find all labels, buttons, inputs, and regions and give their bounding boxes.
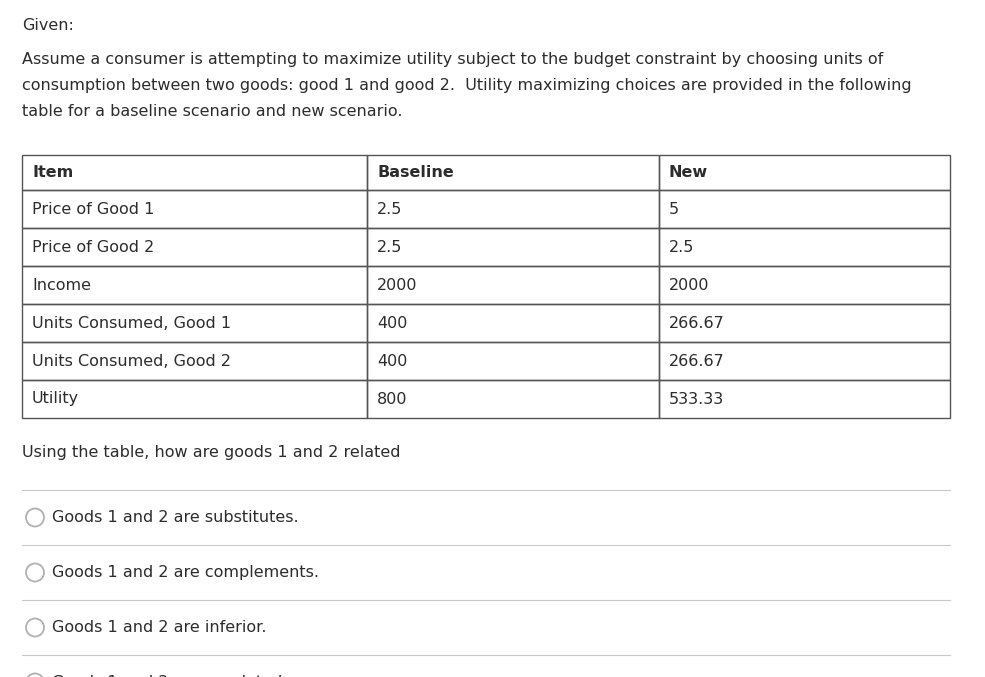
Bar [22,266,367,304]
Bar [22,190,367,228]
Bar [367,190,659,228]
Text: 2000: 2000 [377,278,418,292]
Bar [659,342,950,380]
Text: Units Consumed, Good 2: Units Consumed, Good 2 [32,353,231,368]
Text: 2.5: 2.5 [669,240,694,255]
Bar [22,155,367,190]
Bar [659,266,950,304]
Text: 266.67: 266.67 [669,353,724,368]
Text: Goods 1 and 2 are inferior.: Goods 1 and 2 are inferior. [52,620,267,635]
Bar [659,304,950,342]
Text: Item: Item [32,165,73,180]
Text: Price of Good 2: Price of Good 2 [32,240,155,255]
Text: Price of Good 1: Price of Good 1 [32,202,155,217]
Text: Units Consumed, Good 1: Units Consumed, Good 1 [32,315,231,330]
Bar [659,155,950,190]
Text: 400: 400 [377,353,408,368]
Bar [367,304,659,342]
Text: 2000: 2000 [669,278,709,292]
Bar [22,304,367,342]
Text: Goods 1 and 2 are complements.: Goods 1 and 2 are complements. [52,565,319,580]
Bar [367,266,659,304]
Text: consumption between two goods: good 1 and good 2.  Utility maximizing choices ar: consumption between two goods: good 1 an… [22,78,912,93]
Bar [22,342,367,380]
Text: Given:: Given: [22,18,74,33]
Text: 800: 800 [377,391,408,406]
Bar [659,380,950,418]
Text: 2.5: 2.5 [377,240,403,255]
Bar [659,190,950,228]
Text: Utility: Utility [32,391,79,406]
Bar [22,228,367,266]
Bar [22,380,367,418]
Bar [367,342,659,380]
Text: 5: 5 [669,202,679,217]
Text: Goods 1 and 2 are substitutes.: Goods 1 and 2 are substitutes. [52,510,298,525]
Bar [367,228,659,266]
Text: 2.5: 2.5 [377,202,403,217]
Text: New: New [669,165,708,180]
Text: 266.67: 266.67 [669,315,724,330]
Text: Baseline: Baseline [377,165,454,180]
Text: 533.33: 533.33 [669,391,724,406]
Text: Income: Income [32,278,91,292]
Bar [659,228,950,266]
Text: 400: 400 [377,315,408,330]
Bar [367,155,659,190]
Text: Goods 1 and 2 are unrelated.: Goods 1 and 2 are unrelated. [52,675,288,677]
Text: table for a baseline scenario and new scenario.: table for a baseline scenario and new sc… [22,104,403,119]
Text: Assume a consumer is attempting to maximize utility subject to the budget constr: Assume a consumer is attempting to maxim… [22,52,884,67]
Text: Using the table, how are goods 1 and 2 related: Using the table, how are goods 1 and 2 r… [22,445,401,460]
Bar [367,380,659,418]
